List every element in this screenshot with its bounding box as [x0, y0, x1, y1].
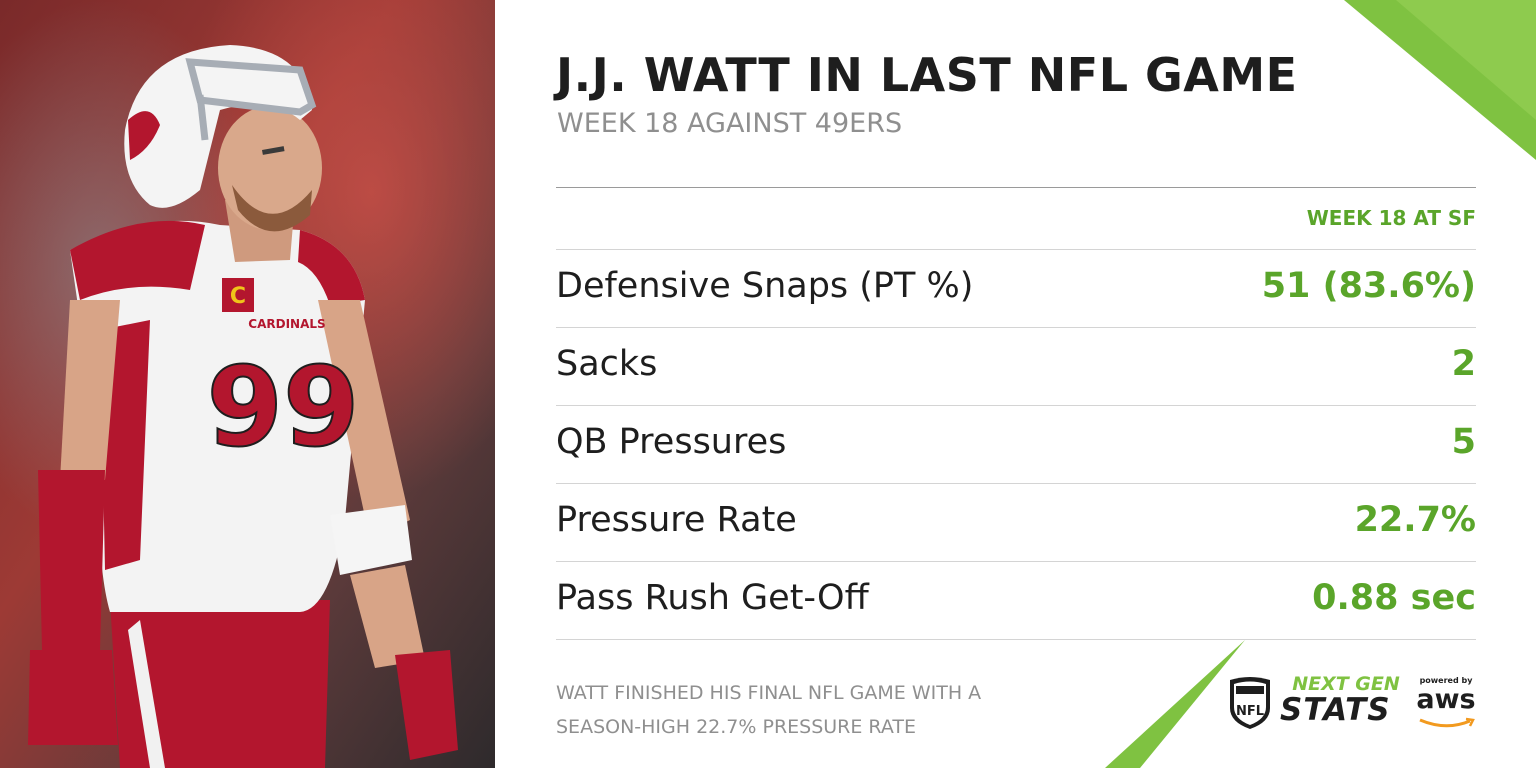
- aws-smile-icon: [1419, 717, 1475, 728]
- row-divider: [556, 483, 1476, 484]
- stat-value: 0.88 sec: [1312, 578, 1476, 618]
- nfl-shield-icon: NFL: [1230, 677, 1270, 729]
- next-gen-stats-logo: NEXT GEN STATS: [1280, 674, 1412, 726]
- stat-row-sacks: Sacks 2: [556, 328, 1476, 406]
- stat-label: Defensive Snaps (PT %): [556, 266, 974, 306]
- header-divider: [556, 187, 1476, 188]
- stat-row-pressure-rate: Pressure Rate 22.7%: [556, 484, 1476, 562]
- stat-value: 2: [1451, 344, 1476, 384]
- stat-label: QB Pressures: [556, 422, 787, 462]
- stat-row-qb-pressures: QB Pressures 5: [556, 406, 1476, 484]
- stat-value: 5: [1451, 422, 1476, 462]
- captain-patch: C: [230, 284, 246, 309]
- aws-logo: powered by aws: [1414, 676, 1478, 733]
- row-divider: [556, 639, 1476, 640]
- stat-value: 22.7%: [1354, 500, 1476, 540]
- row-divider: [556, 561, 1476, 562]
- row-divider: [556, 327, 1476, 328]
- powered-by-text: powered by: [1419, 676, 1473, 685]
- footnote: WATT FINISHED HIS FINAL NFL GAME WITH A …: [556, 676, 1076, 744]
- stat-label: Pressure Rate: [556, 500, 797, 540]
- stat-row-pass-rush-get-off: Pass Rush Get-Off 0.88 sec: [556, 562, 1476, 640]
- footnote-line: SEASON-HIGH 22.7% PRESSURE RATE: [556, 716, 916, 738]
- page-title: J.J. WATT IN LAST NFL GAME: [556, 48, 1298, 102]
- ngs-top-text: NEXT GEN: [1292, 673, 1400, 695]
- nfl-logo-text: NFL: [1236, 704, 1264, 719]
- accent-slash-bottom: [1105, 640, 1245, 768]
- column-header: WEEK 18 AT SF: [1306, 206, 1476, 230]
- branding-logos: NFL NEXT GEN STATS powered by aws: [1226, 672, 1480, 732]
- ngs-bottom-text: STATS: [1280, 692, 1391, 728]
- stat-label: Sacks: [556, 344, 658, 384]
- jersey-text: CARDINALS: [248, 317, 325, 331]
- row-divider: [556, 249, 1476, 250]
- jersey-number: 99: [206, 343, 359, 471]
- page-subtitle: WEEK 18 AGAINST 49ERS: [557, 108, 903, 139]
- footnote-line: WATT FINISHED HIS FINAL NFL GAME WITH A: [556, 682, 982, 704]
- aws-text: aws: [1416, 684, 1476, 715]
- row-divider: [556, 405, 1476, 406]
- stat-label: Pass Rush Get-Off: [556, 578, 869, 618]
- player-photo: CARDINALS 99 C: [0, 0, 495, 768]
- accent-slash-top: [1344, 0, 1536, 160]
- stat-value: 51 (83.6%): [1261, 266, 1476, 306]
- stat-row-defensive-snaps: Defensive Snaps (PT %) 51 (83.6%): [556, 250, 1476, 328]
